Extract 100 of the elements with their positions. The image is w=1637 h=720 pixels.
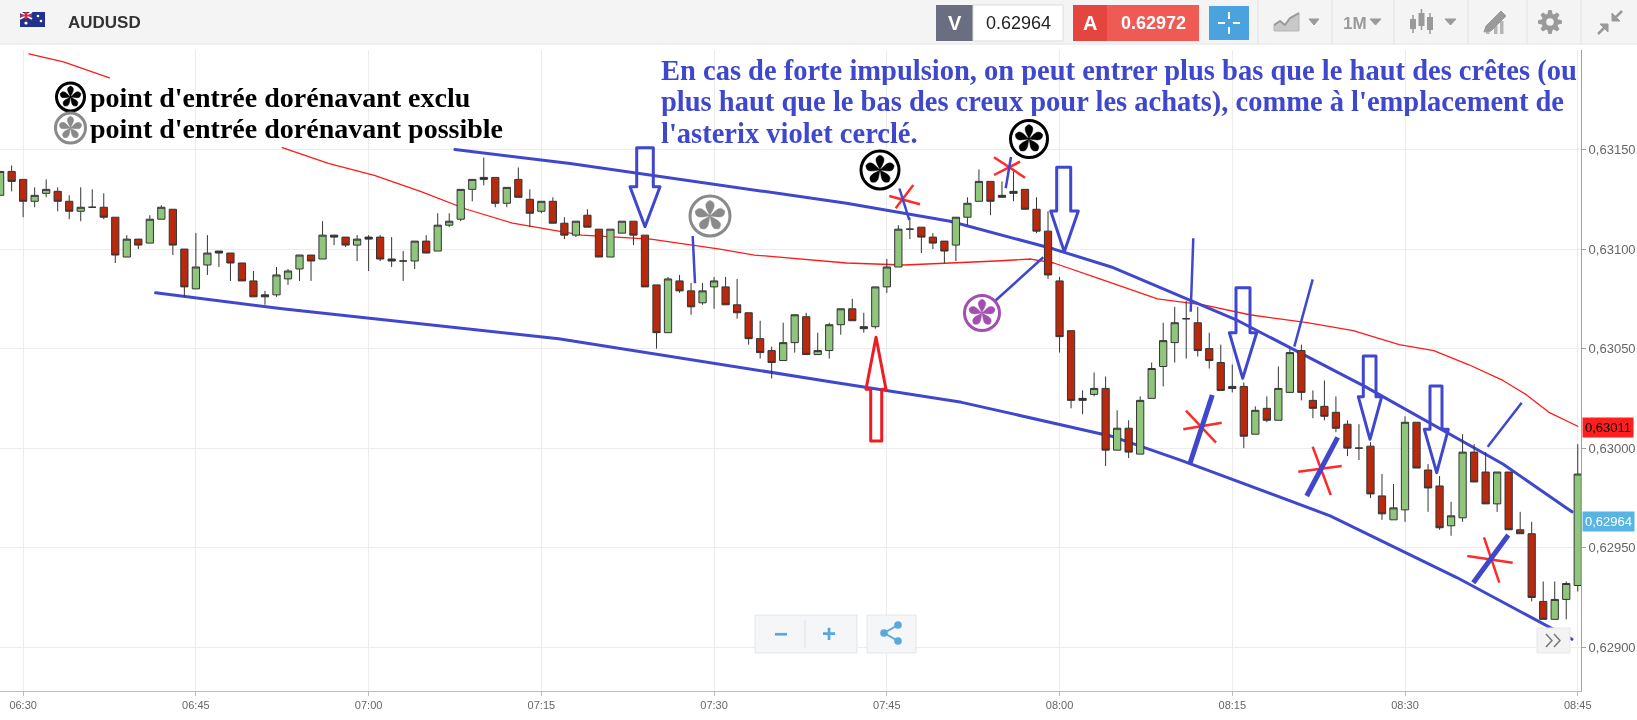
candlestick [1527,521,1536,602]
candlestick [1400,415,1410,523]
annotation: point d'entrée dorénavant exclu [90,81,471,113]
candlestick [306,254,316,282]
candlestick [1389,483,1398,521]
candlestick [583,208,592,228]
candlestick [790,314,799,354]
candlestick [548,196,557,224]
candlestick [1251,405,1260,435]
candlestick [951,216,961,262]
candlestick [1170,306,1179,364]
chart-title: AUDUSD [68,12,141,32]
text: 0.62972 [1121,13,1187,33]
candlestick [1159,322,1168,387]
candlestick [1423,463,1433,513]
candlestick [479,157,488,186]
candlestick [652,284,661,350]
annotation: point d'entrée dorénavant possible [90,112,504,144]
candlestick [905,216,914,240]
candlestick [168,208,177,256]
candlestick [1297,344,1306,401]
x-tick-label: 08:30 [1391,699,1419,712]
candlestick [1493,471,1502,513]
candlestick [986,180,995,216]
candlestick [122,234,131,258]
candlestick [145,214,154,244]
candlestick [1032,196,1041,234]
candlestick [1539,581,1548,620]
candlestick [1216,344,1225,391]
text: 1M [1343,14,1367,33]
candlestick [1331,395,1341,433]
candlestick [203,234,212,276]
y-tick-label: 0,63100 [1588,241,1636,257]
candlestick [65,194,74,220]
candlestick [1113,409,1122,451]
candlestick [422,234,431,254]
candlestick [732,278,742,320]
candlestick [214,250,224,268]
candlestick [1078,389,1087,415]
y-tick-label: 0,63000 [1588,440,1636,456]
y-tick-label: 0,63150 [1588,142,1636,158]
candlestick [1239,381,1248,449]
candlestick [617,220,627,234]
candlestick [940,240,949,264]
candlestick [157,204,166,220]
candlestick [802,312,811,356]
candlestick [111,216,120,264]
candlestick [1377,473,1387,521]
candlestick [744,312,753,346]
annotation: + [822,620,837,647]
candlestick [1228,364,1237,393]
candlestick [1320,379,1329,421]
candlestick [352,234,362,262]
x-tick-label: 08:15 [1218,699,1247,712]
y-tick-label: 0,62950 [1588,540,1636,556]
candlestick [180,248,189,298]
candlestick [376,234,385,262]
candlestick [825,322,834,360]
candlestick [387,236,396,268]
candlestick [1285,348,1294,393]
candlestick [329,234,339,246]
candlestick [1136,395,1145,455]
candlestick [134,238,143,250]
candlestick [1124,419,1133,459]
candlestick [1469,443,1479,483]
x-tick-label: 07:30 [700,699,728,712]
candlestick [1504,471,1513,531]
candlestick [663,276,673,334]
candlestick [1009,170,1018,202]
candlestick [456,188,465,222]
candlestick [1205,332,1214,370]
candlestick [19,178,28,218]
candlestick [928,232,938,250]
candlestick [99,192,108,220]
candlestick [53,186,62,212]
candlestick [491,176,500,208]
candlestick [1066,330,1076,409]
candlestick [399,250,408,282]
candlestick [756,320,765,360]
x-tick-label: 06:30 [9,699,37,712]
candlestick [698,282,707,306]
candlestick [859,312,868,334]
candlestick [76,186,85,222]
candlestick [514,166,523,198]
candlestick [1435,475,1444,531]
candlestick [1089,371,1099,397]
candlestick [963,196,972,226]
line-series [453,148,1574,514]
candlestick [1550,581,1559,620]
candlestick [721,276,730,306]
candlestick [594,228,604,258]
candlestick [571,220,581,238]
candlestick [1055,276,1064,354]
x-tick-label: 07:15 [527,699,556,712]
candlestick [226,252,235,282]
candlestick [30,186,39,208]
candlestick [1516,511,1525,535]
candlestick [1458,433,1467,523]
text: V [948,12,962,34]
annotation: − [774,620,789,647]
